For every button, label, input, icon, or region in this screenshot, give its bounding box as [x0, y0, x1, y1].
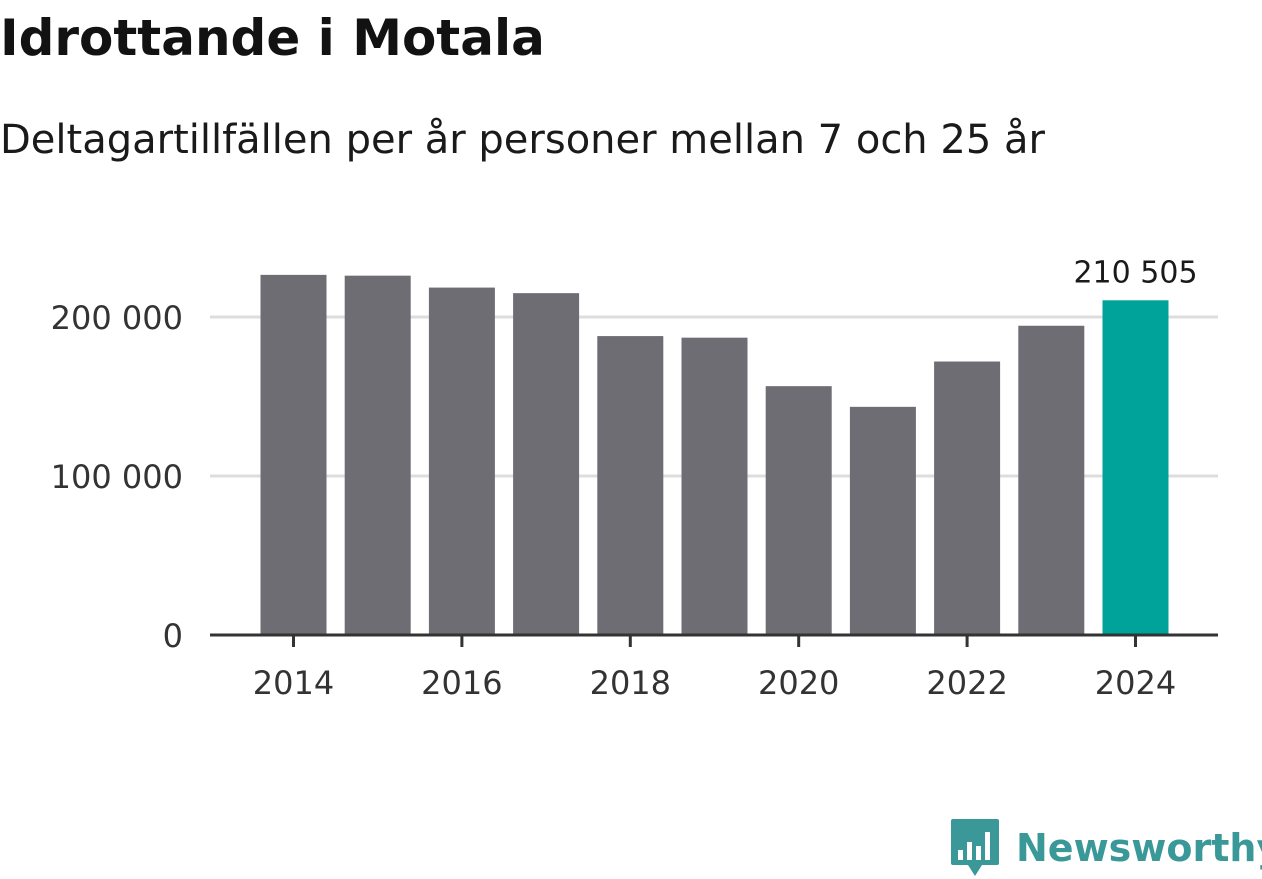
- bars: [260, 274, 1169, 635]
- x-tick-label: 2024: [1095, 664, 1176, 702]
- bar-2023: [1018, 325, 1085, 635]
- bar-2019: [681, 337, 748, 635]
- x-tick-label: 2018: [590, 664, 671, 702]
- data-label-2024: 210 505: [1073, 255, 1197, 290]
- bar-2018: [597, 336, 664, 635]
- newsworthy-logo: Newsworthy: [950, 818, 1262, 878]
- bar-chart-speech-bubble-icon: [951, 819, 999, 876]
- chart-subtitle: Deltagartillfällen per år personer mella…: [0, 117, 1045, 163]
- x-tick-label: 2014: [253, 664, 334, 702]
- y-tick-label: 200 000: [51, 299, 183, 337]
- bar-2022: [934, 361, 1001, 635]
- x-axis: [210, 633, 1218, 647]
- bar-2021: [849, 406, 916, 635]
- bar-2015: [344, 275, 411, 635]
- bar-2024: [1102, 300, 1169, 635]
- x-tick-label: 2020: [758, 664, 839, 702]
- bar-2016: [428, 287, 495, 635]
- y-tick-label: 100 000: [51, 458, 183, 496]
- bar-2017: [513, 293, 580, 635]
- bar-2014: [260, 274, 327, 635]
- y-tick-label: 0: [163, 617, 183, 655]
- chart-title: Idrottande i Motala: [0, 9, 545, 67]
- bar-2020: [765, 386, 832, 635]
- logo-text: Newsworthy: [1016, 826, 1262, 870]
- x-tick-label: 2022: [926, 664, 1007, 702]
- axis-labels: 0 100 000 200 000 210 505 2014 2016 2018 2020 20…: [51, 255, 1198, 702]
- x-tick-label: 2016: [421, 664, 502, 702]
